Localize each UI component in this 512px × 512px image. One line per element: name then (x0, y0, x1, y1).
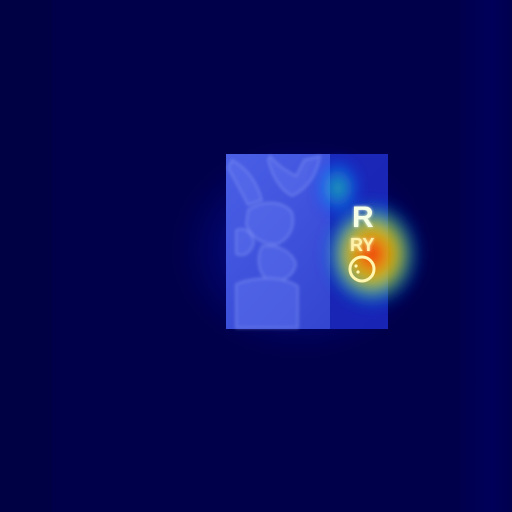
wrist-bones (227, 154, 321, 329)
circle-marker-dot (356, 270, 360, 274)
side-marker-letter: R (352, 201, 374, 234)
right-dark-band (460, 0, 512, 512)
activation-hotspot (320, 196, 424, 312)
circle-marker-dot (354, 264, 358, 268)
side-marker-sublabel: RY (350, 235, 375, 255)
left-dark-band (0, 0, 52, 512)
circle-marker-icon (348, 255, 376, 283)
